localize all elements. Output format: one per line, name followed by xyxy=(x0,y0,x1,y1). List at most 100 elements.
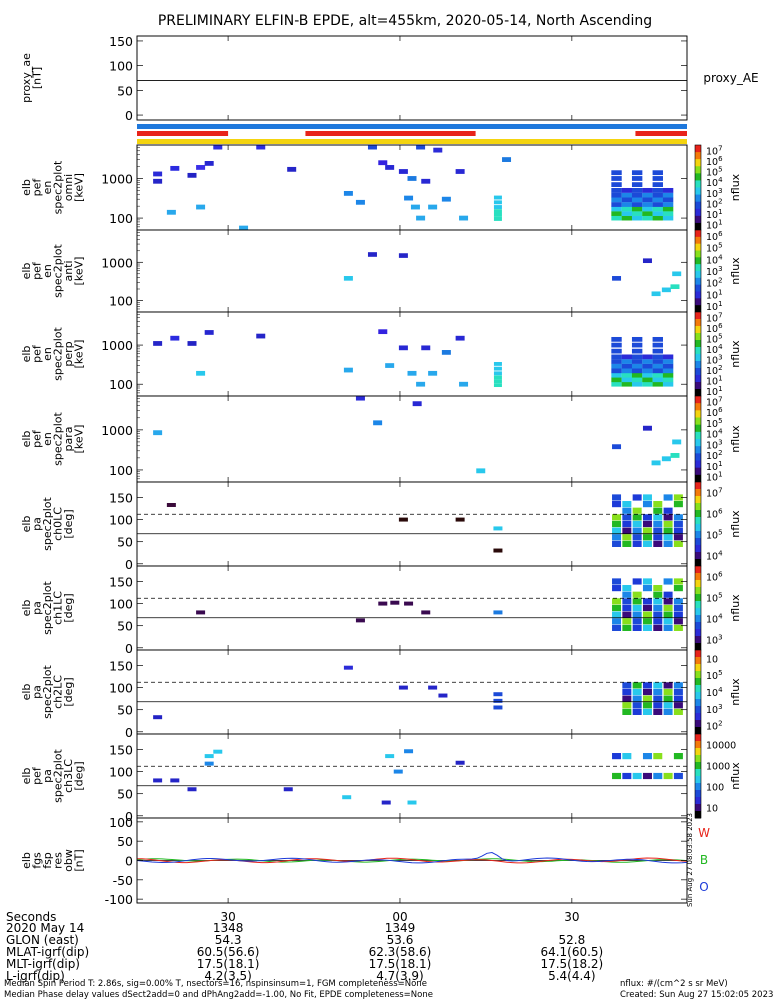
ch2LC-colorbar-label: nflux xyxy=(729,678,742,706)
perp-block-cell xyxy=(611,377,622,383)
ch0LC-block-cell xyxy=(622,507,632,514)
res_obw-ytick-label: 50 xyxy=(117,834,133,849)
para-colorbar-band xyxy=(695,446,701,454)
ch1LC-block-cell xyxy=(653,624,663,631)
omni-cell xyxy=(287,166,297,172)
ch0LC-colorbar-band xyxy=(695,517,701,525)
res_obw-ytick-label: 0 xyxy=(125,854,133,869)
ch3LC-colorbar-tick: 10 xyxy=(706,804,718,815)
perp-ylabel: pef xyxy=(31,344,44,363)
ch3LC-colorbar-label: nflux xyxy=(729,762,742,790)
perp-block-cell xyxy=(662,359,674,364)
x-axis-value: 17.5(18.2) xyxy=(540,957,603,971)
omni-block-cell xyxy=(631,170,643,176)
perp-block-cell xyxy=(631,348,643,354)
x-axis-value: 52.8 xyxy=(558,933,585,947)
proxy_ae-ytick-label: 50 xyxy=(117,83,133,98)
perp-cell xyxy=(459,381,469,387)
para-cell xyxy=(373,420,383,426)
ch1LC-block-cell xyxy=(673,604,683,612)
ch1LC-colorbar-band xyxy=(695,587,701,595)
panel-perp: 1001000elbpefenspec2plotperp[keV]1011011… xyxy=(20,311,742,398)
perp-block-cell xyxy=(642,377,653,383)
omni-block-cell xyxy=(611,170,622,176)
omni-ylabel: omni xyxy=(62,174,75,201)
para-ylabel: [keV] xyxy=(73,425,86,454)
omni-block-cell xyxy=(642,197,653,203)
omni-block-cell xyxy=(621,187,633,193)
ch0LC-block-cell xyxy=(673,501,683,508)
anti-cell xyxy=(672,271,682,277)
ch0LC-block-cell xyxy=(622,501,632,508)
ch2LC-cell xyxy=(343,665,353,670)
ch1LC-cell xyxy=(355,618,365,623)
perp-cell xyxy=(343,367,353,373)
omni-band-cell xyxy=(493,195,502,200)
omni-block-cell xyxy=(611,197,622,203)
orbit-bar-1 xyxy=(137,131,229,136)
para-colorbar-band xyxy=(695,396,701,404)
perp-cell xyxy=(441,350,451,355)
perp-block-cell xyxy=(662,377,674,383)
obw-trace-o xyxy=(136,851,688,864)
ch1LC-colorbar-band xyxy=(695,615,701,623)
perp-cell xyxy=(416,381,426,387)
perp-block-cell xyxy=(611,354,622,360)
ch0LC-ytick-label: 50 xyxy=(117,535,133,550)
para-colorbar-band xyxy=(695,417,701,426)
omni-block-cell xyxy=(631,176,643,181)
ch0LC-cell xyxy=(493,548,503,553)
ch3LC-colorbar-tick: 1000 xyxy=(706,762,730,773)
ch2LC-block-cell xyxy=(632,702,642,709)
x-axis-value: 00 xyxy=(392,910,407,924)
perp-ylabel: [keV] xyxy=(73,340,86,369)
omni-cell xyxy=(153,178,163,184)
ch0LC-colorbar-band xyxy=(695,531,701,539)
perp-block-cell xyxy=(631,336,643,342)
para-ytick-label: 1000 xyxy=(101,423,133,438)
ch1LC-block-cell xyxy=(673,598,683,605)
ch1LC-block-cell xyxy=(642,585,652,592)
ch3LC-cell xyxy=(404,749,414,754)
ch1LC-cell xyxy=(493,610,503,615)
ch2LC-block-cell xyxy=(673,702,683,709)
omni-block-cell xyxy=(611,192,622,198)
ch1LC-ytick-label: 150 xyxy=(109,574,133,589)
omni-block-cell xyxy=(631,206,643,212)
ch0LC-colorbar-band xyxy=(695,496,701,504)
ch3LC-block-cell xyxy=(653,753,663,760)
ch2LC-block-cell xyxy=(642,708,652,715)
ch0LC-ytick-label: 150 xyxy=(109,490,133,505)
omni-block-cell xyxy=(652,176,663,181)
ch0LC-colorbar-band xyxy=(695,552,701,560)
ch2LC-block-cell xyxy=(673,708,683,715)
orbit-bar-1 xyxy=(305,131,476,136)
ch2LC-cell xyxy=(438,693,448,698)
omni-cell xyxy=(204,161,214,166)
ch3LC-ylabel: [deg] xyxy=(73,761,86,790)
ch3LC-block-cell xyxy=(642,772,652,780)
ch1LC-colorbar-band xyxy=(695,622,701,630)
ch2LC-cell xyxy=(493,705,503,710)
perp-block-cell xyxy=(652,336,663,342)
ch0LC-block-cell xyxy=(632,534,642,541)
perp-block-cell xyxy=(652,381,663,387)
perp-ylabel: elb xyxy=(20,346,33,363)
ch3LC-colorbar-tick: 100 xyxy=(706,783,724,794)
x-axis-value: 60.5(56.6) xyxy=(197,945,260,959)
omni-colorbar-band xyxy=(695,194,701,203)
ch1LC-block-cell xyxy=(622,611,632,618)
x-axis-value: 30 xyxy=(220,910,235,924)
ch2LC-block-cell xyxy=(663,695,673,702)
para-colorbar-band xyxy=(695,424,701,433)
omni-block-cell xyxy=(662,192,674,198)
ch0LC-block-cell xyxy=(632,514,642,521)
anti-colorbar-band xyxy=(695,264,701,272)
perp-block-cell xyxy=(652,354,663,360)
para-ylabel: spec2plot xyxy=(52,412,65,466)
ch2LC-cell xyxy=(428,685,438,690)
ch3LC-ylabel: ch3LC xyxy=(62,759,75,793)
perp-cell xyxy=(428,370,438,376)
